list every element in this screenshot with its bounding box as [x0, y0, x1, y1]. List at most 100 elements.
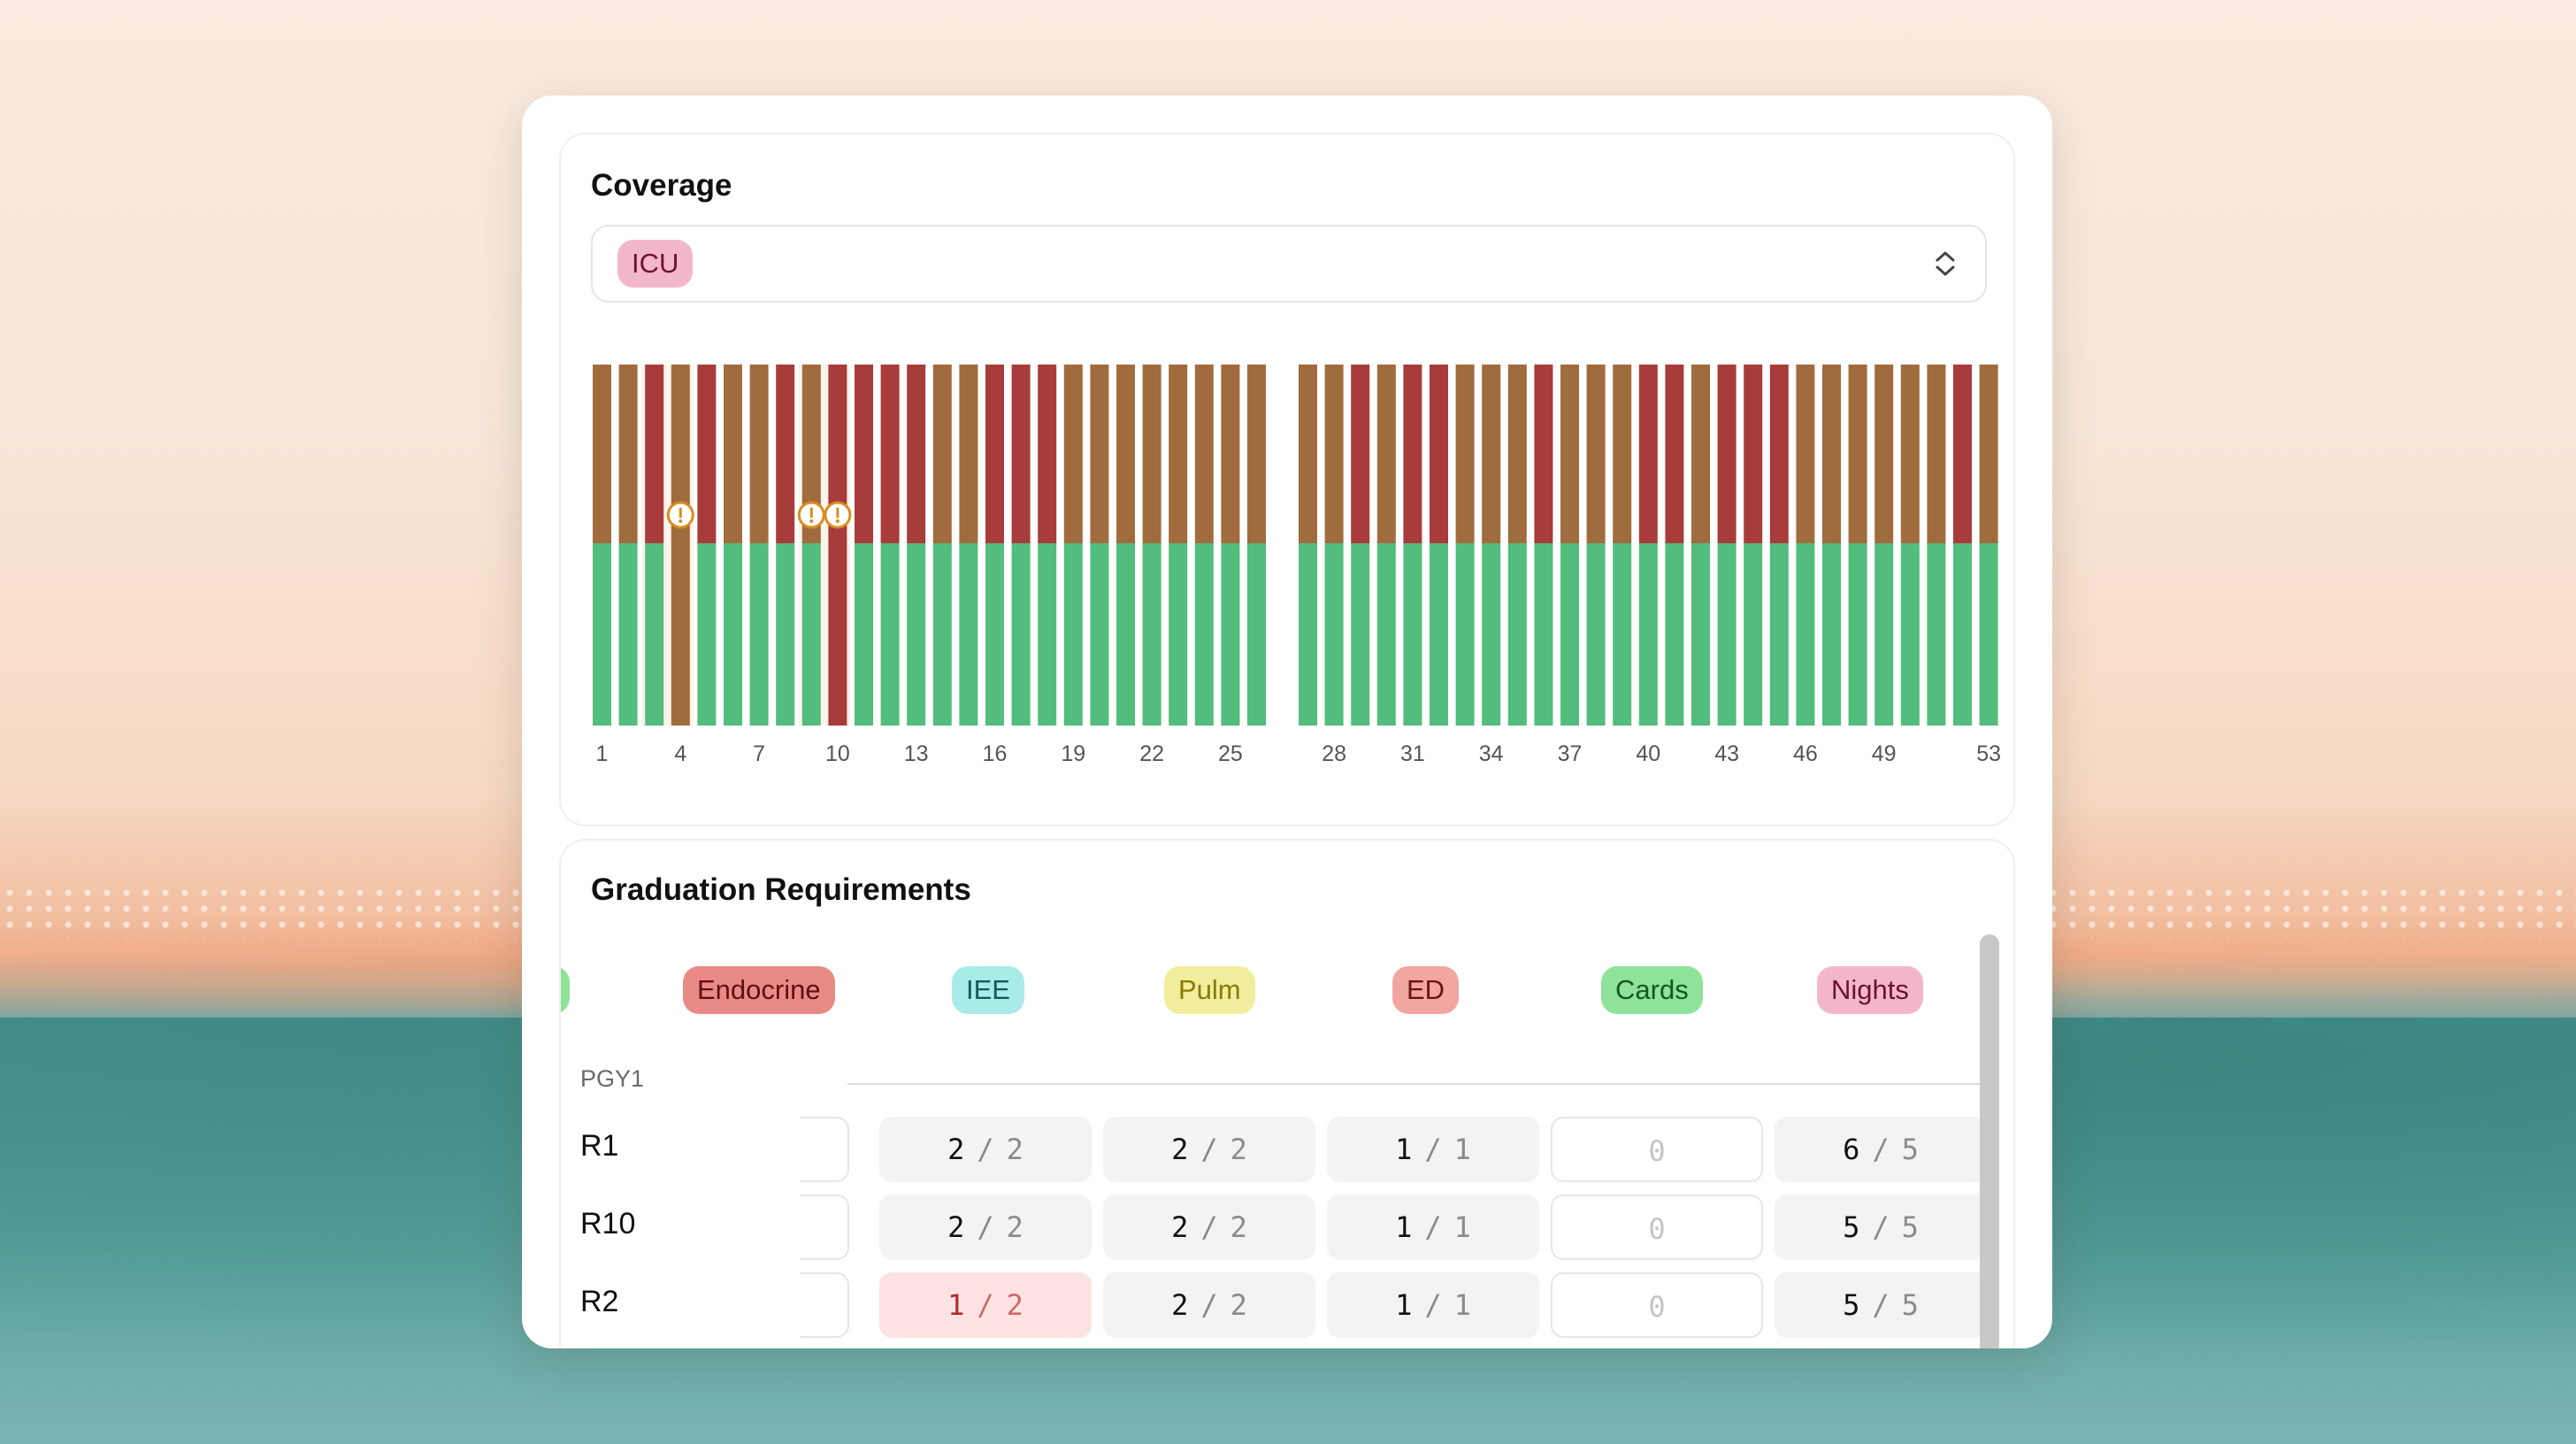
tab-nights[interactable]: Nights — [1817, 966, 1923, 1014]
requirement-cell[interactable]: 2/2 — [1103, 1272, 1315, 1338]
bar-upper[interactable] — [828, 365, 847, 543]
requirement-cell[interactable]: 0 — [1551, 1272, 1763, 1338]
bar-lower[interactable] — [1351, 543, 1370, 726]
requirement-cell[interactable]: 1/1 — [1327, 1117, 1539, 1182]
bar-lower[interactable] — [1142, 543, 1162, 726]
bar-upper[interactable] — [1691, 365, 1710, 543]
bar-upper[interactable] — [1116, 365, 1135, 543]
bar-lower[interactable] — [1769, 543, 1789, 726]
tab-partial-hidden[interactable] — [561, 966, 570, 1014]
bar-upper[interactable] — [855, 365, 873, 543]
bar-upper[interactable] — [1744, 365, 1763, 543]
requirement-cell[interactable]: 1/1 — [1327, 1194, 1539, 1260]
bar-upper[interactable] — [1874, 365, 1894, 543]
bar-lower[interactable] — [1796, 543, 1815, 726]
bar-upper[interactable] — [1247, 365, 1266, 543]
bar-lower[interactable] — [959, 543, 978, 726]
tab-endocrine[interactable]: Endocrine — [683, 966, 835, 1014]
bar-lower[interactable] — [1507, 543, 1527, 726]
bar-lower[interactable] — [1299, 543, 1317, 726]
bar-upper[interactable] — [1769, 365, 1789, 543]
bar-upper[interactable] — [1063, 365, 1083, 543]
bar-lower[interactable] — [801, 543, 821, 726]
bar-upper[interactable] — [1822, 365, 1841, 543]
bar-upper[interactable] — [1638, 365, 1658, 543]
bar-upper[interactable] — [749, 365, 769, 543]
bar-lower[interactable] — [1665, 543, 1684, 726]
bar-upper[interactable] — [1299, 365, 1317, 543]
bar-upper[interactable] — [776, 365, 795, 543]
requirement-cell[interactable]: 1/2 — [879, 1272, 1092, 1338]
bar-lower[interactable] — [618, 543, 638, 726]
bar-upper[interactable] — [1430, 365, 1448, 543]
bar-lower[interactable] — [1586, 543, 1606, 726]
bar-lower[interactable] — [1953, 543, 1972, 726]
bar-lower[interactable] — [1194, 543, 1214, 726]
bar-lower[interactable] — [1011, 543, 1031, 726]
bar-lower[interactable] — [1613, 543, 1632, 726]
bar-upper[interactable] — [959, 365, 978, 543]
bar-lower[interactable] — [1038, 543, 1057, 726]
bar-upper[interactable] — [907, 365, 926, 543]
requirement-cell[interactable]: 2/2 — [879, 1117, 1092, 1182]
bar-lower[interactable] — [1090, 543, 1109, 726]
bar-upper[interactable] — [618, 365, 638, 543]
cell-partial-hidden[interactable] — [800, 1117, 849, 1182]
bar-lower[interactable] — [1822, 543, 1841, 726]
tab-iee[interactable]: IEE — [952, 966, 1024, 1014]
bar-lower[interactable] — [697, 543, 717, 726]
bar-lower[interactable] — [1430, 543, 1448, 726]
bar-upper[interactable] — [1011, 365, 1031, 543]
bar-upper[interactable] — [1194, 365, 1214, 543]
bar-upper[interactable] — [801, 365, 821, 543]
bar-upper[interactable] — [593, 365, 611, 543]
bar-lower[interactable] — [1979, 543, 1998, 726]
bar-lower[interactable] — [1534, 543, 1553, 726]
warning-icon[interactable] — [666, 501, 694, 529]
bar-upper[interactable] — [1927, 365, 1946, 543]
bar-lower[interactable] — [724, 543, 742, 726]
bar-lower[interactable] — [1482, 543, 1501, 726]
requirement-cell[interactable]: 0 — [1551, 1194, 1763, 1260]
bar-upper[interactable] — [1796, 365, 1815, 543]
bar-lower[interactable] — [828, 543, 847, 726]
bar-lower[interactable] — [671, 543, 690, 726]
tab-pulm[interactable]: Pulm — [1164, 966, 1255, 1014]
bar-upper[interactable] — [1403, 365, 1422, 543]
bar-upper[interactable] — [1324, 365, 1344, 543]
bar-lower[interactable] — [776, 543, 795, 726]
bar-upper[interactable] — [1613, 365, 1632, 543]
bar-lower[interactable] — [932, 543, 952, 726]
bar-lower[interactable] — [1247, 543, 1266, 726]
bar-lower[interactable] — [1927, 543, 1946, 726]
bar-upper[interactable] — [1169, 365, 1188, 543]
bar-lower[interactable] — [1717, 543, 1736, 726]
bar-lower[interactable] — [1691, 543, 1710, 726]
bar-upper[interactable] — [1848, 365, 1867, 543]
bar-upper[interactable] — [1038, 365, 1057, 543]
bar-upper[interactable] — [1953, 365, 1972, 543]
bar-lower[interactable] — [1169, 543, 1188, 726]
bar-lower[interactable] — [593, 543, 611, 726]
bar-lower[interactable] — [749, 543, 769, 726]
bar-lower[interactable] — [1874, 543, 1894, 726]
requirement-cell[interactable]: 5/5 — [1775, 1194, 1987, 1260]
bar-upper[interactable] — [985, 365, 1004, 543]
bar-lower[interactable] — [1324, 543, 1344, 726]
rotation-select[interactable]: ICU — [591, 225, 1987, 303]
requirement-cell[interactable]: 2/2 — [1103, 1117, 1315, 1182]
bar-lower[interactable] — [1221, 543, 1240, 726]
bar-lower[interactable] — [1063, 543, 1083, 726]
requirement-cell[interactable]: 1/1 — [1327, 1272, 1539, 1338]
requirement-cell[interactable]: 0 — [1551, 1117, 1763, 1182]
bar-lower[interactable] — [645, 543, 664, 726]
cell-partial-hidden[interactable] — [800, 1194, 849, 1260]
bar-upper[interactable] — [1717, 365, 1736, 543]
tab-ed[interactable]: ED — [1392, 966, 1460, 1014]
bar-upper[interactable] — [1351, 365, 1370, 543]
bar-upper[interactable] — [1560, 365, 1579, 543]
vertical-scrollbar[interactable] — [1980, 934, 1999, 1348]
requirement-cell[interactable]: 2/2 — [1103, 1194, 1315, 1260]
bar-lower[interactable] — [1403, 543, 1422, 726]
tab-cards[interactable]: Cards — [1601, 966, 1703, 1014]
